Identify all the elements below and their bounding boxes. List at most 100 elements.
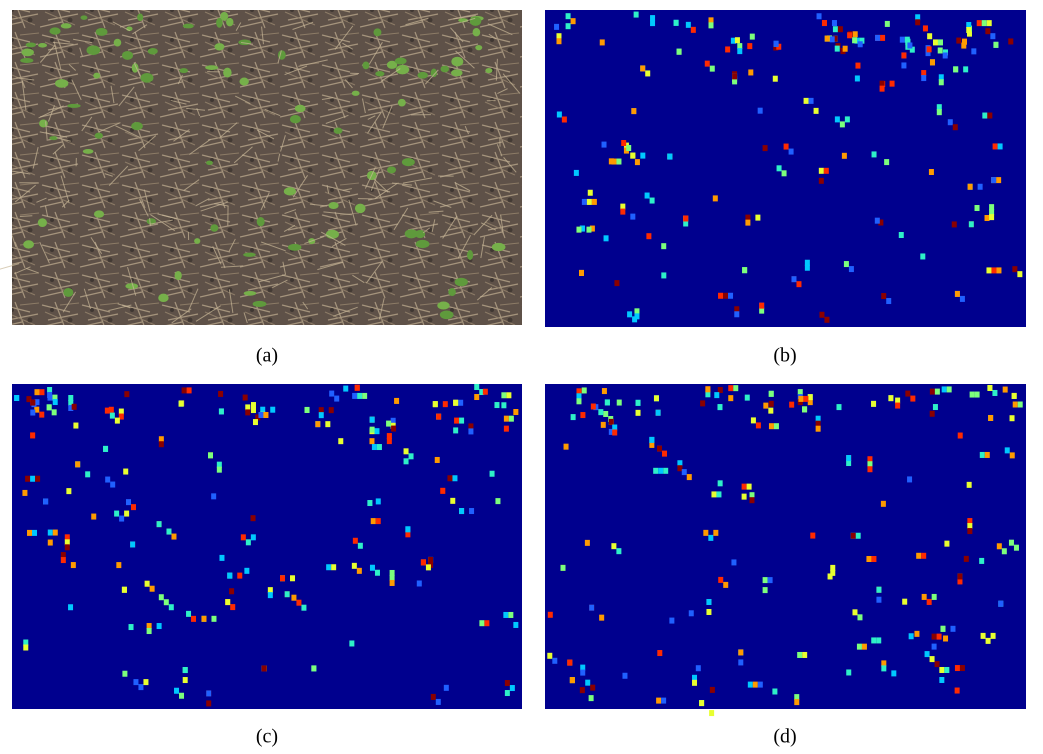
activation-cell bbox=[645, 193, 650, 199]
activation-cell bbox=[27, 530, 32, 536]
activation-cell bbox=[737, 48, 742, 54]
activation-cell bbox=[353, 538, 358, 544]
seedling bbox=[451, 57, 463, 67]
seedling bbox=[416, 240, 430, 248]
seedling bbox=[455, 278, 468, 287]
activation-cell bbox=[930, 411, 935, 417]
activation-cell bbox=[830, 36, 835, 42]
activation-cell bbox=[938, 39, 943, 45]
activation-cell bbox=[61, 557, 66, 563]
activation-cell bbox=[932, 644, 937, 650]
activation-cell bbox=[964, 556, 969, 562]
activation-cell bbox=[440, 488, 445, 494]
activation-cell bbox=[474, 384, 479, 390]
activation-cell bbox=[742, 267, 747, 273]
activation-cell bbox=[700, 400, 705, 406]
heatmap-c bbox=[12, 384, 522, 709]
activation-cell bbox=[967, 482, 972, 488]
activation-cell bbox=[855, 63, 860, 69]
activation-cell bbox=[988, 415, 993, 421]
activation-cell bbox=[935, 389, 940, 395]
activation-cell bbox=[505, 680, 510, 686]
activation-cell bbox=[66, 488, 71, 494]
activation-cell bbox=[576, 398, 581, 404]
activation-cell bbox=[130, 541, 135, 547]
activation-cell bbox=[927, 599, 932, 605]
seedling bbox=[23, 240, 34, 248]
activation-cell bbox=[206, 700, 211, 706]
panel-label: (d) bbox=[773, 726, 796, 748]
activation-cell bbox=[677, 465, 682, 471]
activation-cell bbox=[509, 416, 514, 422]
seedling bbox=[158, 294, 168, 302]
activation-cell bbox=[319, 412, 324, 418]
activation-cell bbox=[978, 184, 983, 190]
seedling bbox=[49, 27, 60, 34]
activation-cell bbox=[616, 159, 621, 165]
activation-cell bbox=[768, 408, 773, 414]
seedling bbox=[94, 210, 104, 217]
heatmap-d bbox=[545, 384, 1026, 716]
figure: (a) (b) (c) (d) bbox=[0, 0, 1043, 754]
activation-cell bbox=[657, 446, 662, 452]
activation-cell bbox=[895, 403, 900, 409]
activation-cell bbox=[630, 214, 635, 220]
activation-cell bbox=[329, 407, 334, 413]
activation-cell bbox=[548, 612, 553, 618]
activation-cell bbox=[164, 599, 169, 605]
activation-cell bbox=[246, 539, 251, 545]
activation-cell bbox=[880, 86, 885, 92]
activation-cell bbox=[374, 428, 379, 434]
activation-cell bbox=[717, 404, 722, 410]
seedling bbox=[284, 187, 296, 195]
activation-cell bbox=[630, 153, 635, 159]
activation-cell bbox=[391, 426, 396, 432]
activation-cell bbox=[251, 534, 256, 540]
activation-cell bbox=[955, 291, 960, 297]
activation-cell bbox=[808, 394, 813, 400]
activation-cell bbox=[506, 392, 511, 398]
activation-cell bbox=[253, 419, 258, 425]
activation-cell bbox=[376, 518, 381, 524]
activation-cell bbox=[942, 386, 947, 392]
activation-cell bbox=[718, 577, 723, 583]
activation-cell bbox=[75, 461, 80, 467]
activation-cell bbox=[723, 293, 728, 299]
activation-cell bbox=[768, 577, 773, 583]
activation-cell bbox=[944, 667, 949, 673]
activation-cell bbox=[325, 421, 330, 427]
activation-cell bbox=[1012, 266, 1017, 272]
activation-cell bbox=[602, 142, 607, 148]
activation-cell bbox=[980, 452, 985, 458]
seedling bbox=[38, 218, 47, 227]
seedling bbox=[223, 68, 231, 78]
activation-cell bbox=[747, 43, 752, 49]
activation-cell bbox=[459, 508, 464, 514]
seedling bbox=[396, 65, 409, 74]
activation-cell bbox=[784, 144, 789, 150]
activation-cell bbox=[404, 448, 409, 454]
activation-cell bbox=[206, 690, 211, 696]
seedling bbox=[148, 48, 158, 55]
activation-cell bbox=[845, 116, 850, 122]
activation-cell bbox=[985, 28, 990, 34]
activation-cell bbox=[285, 591, 290, 597]
activation-cell bbox=[716, 491, 721, 497]
activation-cell bbox=[179, 401, 184, 407]
activation-cell bbox=[846, 669, 851, 675]
activation-cell bbox=[47, 404, 52, 410]
activation-cell bbox=[219, 555, 224, 561]
seedling bbox=[83, 149, 94, 154]
activation-cell bbox=[614, 280, 619, 286]
seedling bbox=[295, 105, 306, 112]
activation-cell bbox=[159, 441, 164, 447]
activation-cell bbox=[1018, 402, 1023, 408]
activation-cell bbox=[902, 599, 907, 605]
activation-cell bbox=[484, 620, 489, 626]
activation-cell bbox=[1012, 393, 1017, 399]
activation-cell bbox=[971, 48, 976, 54]
activation-cell bbox=[916, 553, 921, 559]
activation-cell bbox=[881, 665, 886, 671]
activation-cell bbox=[291, 595, 296, 601]
activation-cell bbox=[510, 685, 515, 691]
